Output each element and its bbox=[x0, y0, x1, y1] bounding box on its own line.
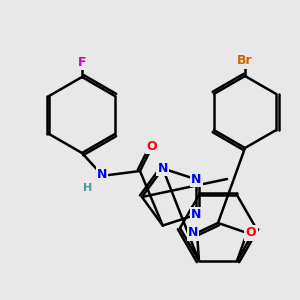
Text: F: F bbox=[78, 56, 86, 68]
Text: O: O bbox=[246, 226, 256, 239]
Text: H: H bbox=[83, 183, 93, 193]
Text: O: O bbox=[147, 140, 157, 152]
Text: N: N bbox=[191, 173, 202, 186]
Text: N: N bbox=[191, 208, 202, 221]
Text: N: N bbox=[188, 226, 198, 239]
Text: Br: Br bbox=[237, 55, 253, 68]
Text: N: N bbox=[97, 169, 107, 182]
Text: N: N bbox=[158, 162, 168, 175]
